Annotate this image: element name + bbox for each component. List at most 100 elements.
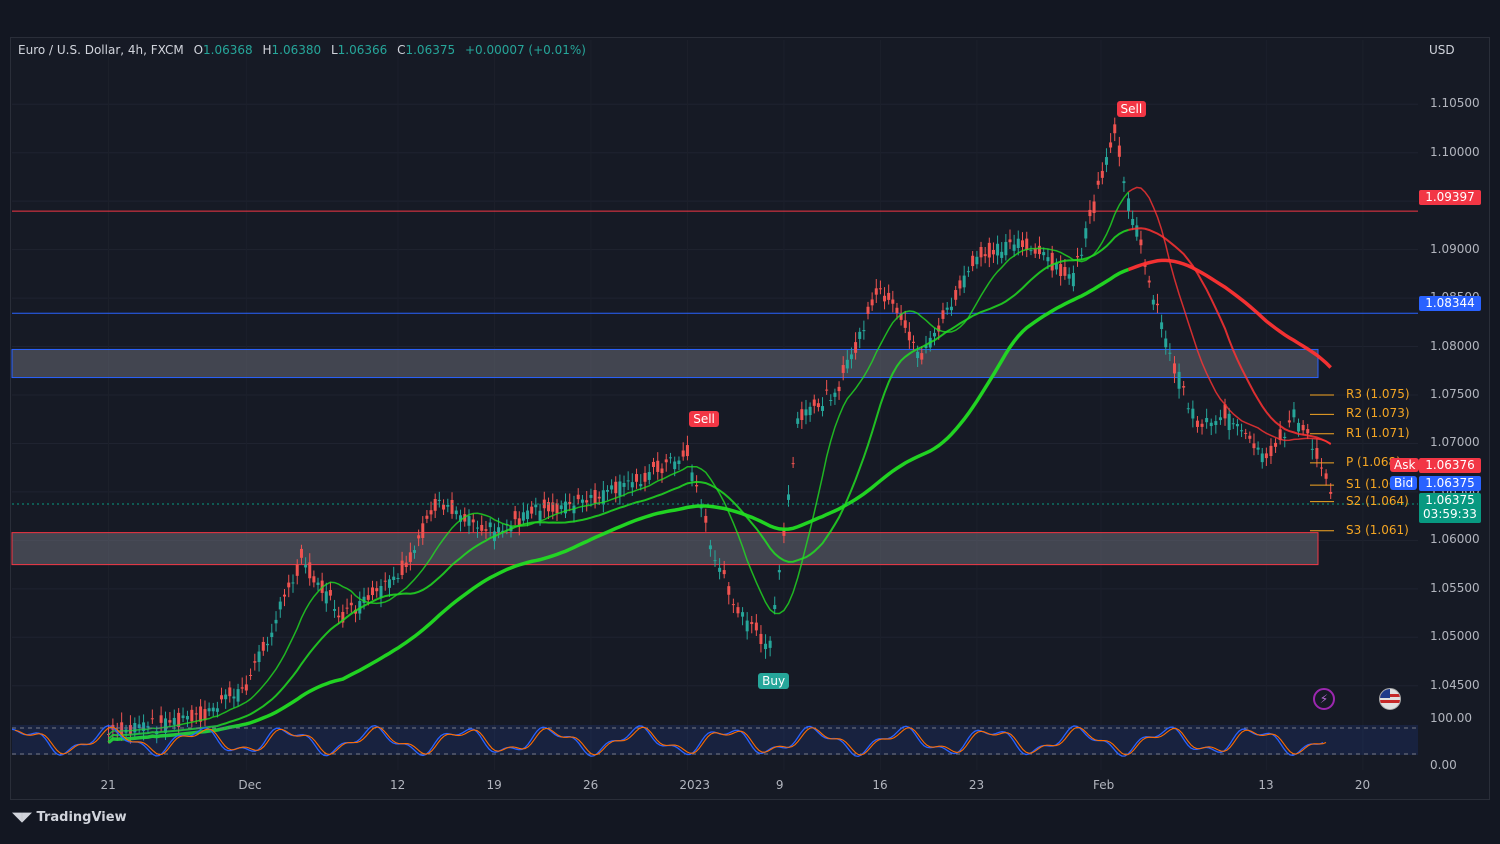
candle [911,341,915,343]
candle [878,288,882,290]
price-tick-label: 1.08000 [1430,338,1480,353]
candle [1195,420,1199,427]
pivot-label: R3 (1.075) [1346,387,1410,401]
candle [891,299,895,304]
candle [718,567,722,572]
candle [190,709,194,722]
candle [1033,248,1037,254]
candle [987,242,991,258]
candle [585,500,589,503]
sr-zone [11,348,1319,379]
candle [392,576,396,581]
candle [228,687,232,697]
candle [475,527,479,529]
candle [945,307,949,310]
candle [1046,257,1050,262]
candle [983,254,987,257]
candle [530,506,534,514]
candle [1131,218,1135,226]
candle [610,485,614,490]
candle [120,722,124,737]
candle [1037,245,1041,255]
candle [920,353,924,360]
candle [745,620,749,632]
candle [555,503,559,514]
candle [1088,209,1092,217]
candle [576,494,580,500]
us-flag-icon[interactable] [1379,688,1401,710]
candle [841,365,845,373]
candle [1008,239,1012,243]
candle [1168,352,1172,354]
price-tick-label: 1.05500 [1430,580,1480,595]
candle [622,483,626,487]
time-tick-label: 12 [389,778,406,792]
candle [690,472,694,482]
candle [782,529,786,536]
candle [1135,225,1139,237]
candle [597,496,601,499]
candle [870,299,874,306]
candle [932,332,936,337]
candle [741,612,745,617]
change-value: +0.00007 (+0.01%) [464,43,586,57]
candle [954,290,958,300]
candle [975,256,979,265]
candle [736,607,740,614]
candle [899,313,903,320]
candle [773,605,777,610]
candle [791,463,795,465]
candle [1182,386,1186,388]
candle [996,243,1000,256]
candle [1004,241,1008,256]
candle [643,472,647,482]
candle [1000,251,1004,258]
candle [1042,252,1046,256]
candle [626,480,630,482]
pivot-label: S1 (1.06 [1346,477,1397,492]
candle [375,588,379,592]
candle [1100,170,1104,178]
candle [513,511,517,520]
price-tick-label: 1.07000 [1430,435,1480,450]
open-value: 1.06368 [203,43,253,57]
candle [1155,303,1159,306]
candle [224,694,228,700]
candle [1127,198,1131,212]
candle [699,507,703,509]
price-tick-label: 1.07500 [1430,387,1480,401]
symbol-header: Euro / U.S. Dollar, 4h, FXCM O1.06368 H1… [18,43,586,57]
last-price: 1.06375 [1425,493,1475,507]
high-label: H [262,43,272,57]
candle [777,570,781,573]
candle [652,461,656,467]
candle [593,490,597,504]
candle [459,515,463,522]
last-price-tag: 1.06375 03:59:33 [1419,493,1481,523]
candle [211,707,215,712]
candle [708,545,712,550]
candle [614,481,618,494]
candle [1205,417,1209,423]
candle [408,552,412,562]
candle [1269,445,1273,457]
currency-label[interactable]: USD [1429,43,1455,57]
candle [1076,256,1080,258]
tradingview-logo[interactable]: ◥◤ TradingView [12,810,127,825]
lightning-icon[interactable]: ⚡ [1313,688,1335,710]
candle [236,689,240,702]
candle [601,490,605,505]
candle [1274,442,1278,447]
candle [261,641,265,651]
candle [488,522,492,528]
candle [551,502,555,512]
candle [979,247,983,258]
candle [825,389,829,391]
candle [966,271,970,273]
time-tick-label: 26 [582,778,599,792]
candle [1109,142,1113,148]
candle [150,718,154,720]
symbol-name[interactable]: Euro / U.S. Dollar, 4h, FXCM [18,43,184,57]
candle [660,468,664,474]
